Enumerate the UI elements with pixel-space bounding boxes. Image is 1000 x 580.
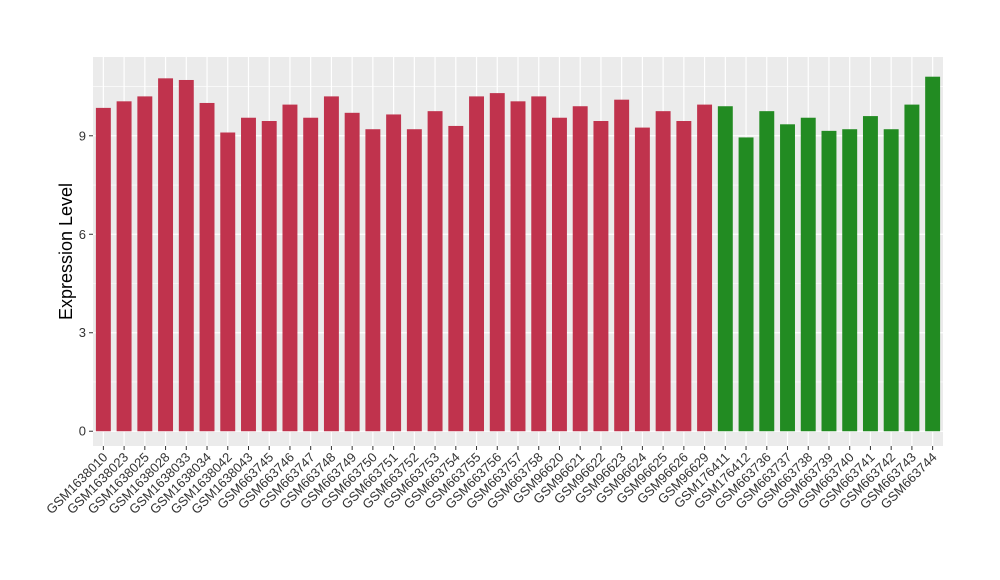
bar-GSM1638033 — [178, 79, 194, 432]
bar-GSM663752 — [406, 129, 422, 432]
bar-GSM663740 — [842, 129, 858, 432]
bar-GSM663747 — [303, 117, 319, 432]
bar-GSM1638025 — [137, 96, 153, 432]
bar-GSM96623 — [614, 99, 630, 432]
y-tick-label: 0 — [79, 424, 86, 439]
bar-GSM96625 — [655, 111, 671, 432]
bar-GSM663757 — [510, 101, 526, 432]
y-tick-label: 9 — [79, 128, 86, 143]
bar-GSM663754 — [448, 125, 464, 432]
bar-GSM176411 — [717, 106, 733, 432]
bar-GSM96624 — [634, 127, 650, 432]
bar-GSM96620 — [552, 117, 567, 432]
bar-GSM663744 — [925, 76, 941, 432]
bars — [95, 76, 941, 432]
x-axis-ticks: GSM1638010GSM1638023GSM1638025GSM1638028… — [43, 446, 940, 517]
bar-GSM663756 — [489, 93, 505, 432]
bar-GSM96629 — [697, 104, 713, 432]
bar-GSM663742 — [883, 129, 899, 432]
bar-GSM663736 — [759, 111, 775, 432]
bar-GSM1638010 — [95, 107, 111, 432]
bar-GSM663753 — [427, 111, 443, 432]
bar-GSM1638043 — [241, 117, 256, 432]
y-tick-label: 3 — [79, 325, 86, 340]
bar-GSM663737 — [780, 124, 795, 432]
y-axis-ticks: 0 3 6 9 — [79, 128, 93, 439]
bar-GSM96621 — [572, 106, 588, 432]
y-tick-label: 6 — [79, 227, 86, 242]
y-axis-title: Expression Level — [56, 183, 76, 320]
bar-GSM663746 — [282, 104, 298, 432]
bar-GSM663741 — [862, 116, 878, 432]
bar-GSM176412 — [738, 137, 754, 432]
bar-GSM663748 — [323, 96, 339, 432]
bar-GSM663750 — [365, 129, 381, 432]
bar-GSM663749 — [344, 112, 360, 432]
bar-GSM663751 — [386, 114, 402, 432]
bar-GSM1638023 — [116, 101, 132, 432]
bar-GSM1638034 — [199, 102, 215, 432]
bar-GSM96622 — [593, 121, 609, 432]
bar-GSM663755 — [469, 96, 484, 432]
bar-GSM663739 — [821, 130, 837, 432]
bar-GSM663758 — [531, 96, 547, 432]
bar-GSM663743 — [904, 104, 920, 432]
bar-GSM1638028 — [158, 78, 174, 432]
bar-GSM663738 — [800, 117, 816, 432]
bar-GSM1638042 — [220, 132, 236, 432]
bar-GSM663745 — [261, 121, 277, 432]
bar-GSM96626 — [676, 121, 692, 432]
